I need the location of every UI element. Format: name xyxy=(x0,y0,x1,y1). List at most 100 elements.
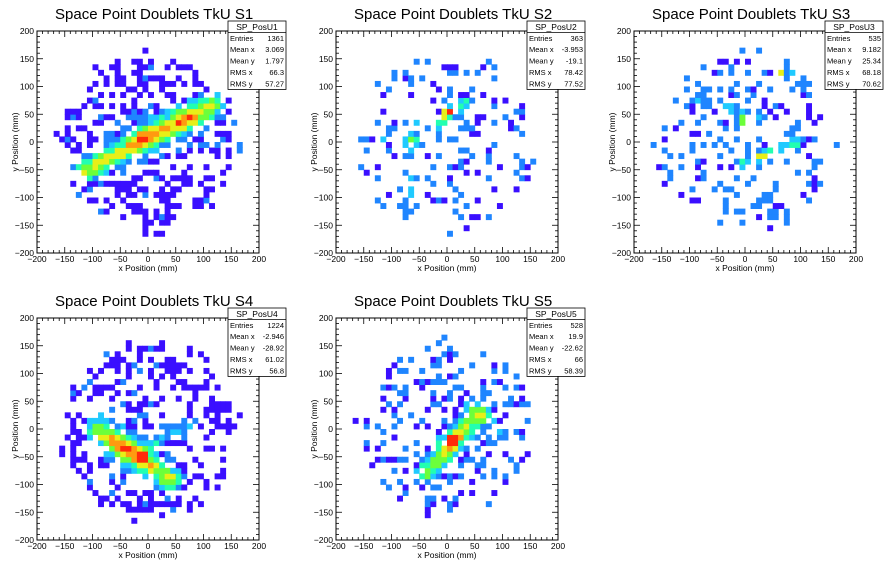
heatmap-bin xyxy=(114,130,121,137)
heatmap-bin xyxy=(142,158,149,165)
heatmap-bin xyxy=(513,467,520,474)
heatmap-bin xyxy=(170,362,177,369)
heatmap-bin xyxy=(131,434,138,441)
heatmap-bin xyxy=(214,484,221,491)
stats-name: SP_PosU2 xyxy=(535,22,577,32)
heatmap-bin xyxy=(103,351,110,358)
heatmap-bin xyxy=(463,69,470,76)
heatmap-bin xyxy=(722,125,729,132)
heatmap-bin xyxy=(92,136,99,143)
heatmap-bin xyxy=(153,119,160,126)
heatmap-bin xyxy=(722,58,729,65)
stats-value: 1224 xyxy=(267,321,284,330)
heatmap-bin xyxy=(441,423,448,430)
x-tick-label: −200 xyxy=(27,254,46,264)
heatmap-bin xyxy=(81,434,88,441)
heatmap-bin xyxy=(452,451,459,458)
heatmap-bin xyxy=(81,153,88,160)
heatmap-bin xyxy=(109,456,116,463)
stats-label: Mean x xyxy=(529,45,554,54)
heatmap-bin xyxy=(114,58,121,65)
heatmap-bin xyxy=(435,451,442,458)
heatmap-bin xyxy=(385,373,392,380)
heatmap-bin xyxy=(717,153,724,160)
heatmap-bin xyxy=(783,158,790,165)
heatmap-bin xyxy=(142,108,149,115)
heatmap-bin xyxy=(474,130,481,137)
heatmap-bin xyxy=(203,186,210,193)
plot-title: Space Point Doublets TkU S1 xyxy=(55,6,253,23)
stats-value: 77.52 xyxy=(564,79,583,88)
heatmap-bin xyxy=(435,445,442,452)
heatmap-bin xyxy=(197,97,204,104)
heatmap-bin xyxy=(131,490,138,496)
heatmap-bin xyxy=(474,417,481,424)
y-tick-label: −100 xyxy=(612,193,631,203)
heatmap-bin xyxy=(458,114,465,121)
heatmap-bin xyxy=(811,164,818,171)
heatmap-bin xyxy=(197,423,204,430)
heatmap-bin xyxy=(98,440,104,447)
heatmap-bin xyxy=(109,130,116,137)
heatmap-bin xyxy=(363,445,370,452)
y-tick-label: −200 xyxy=(314,535,333,545)
heatmap-bin xyxy=(109,142,116,148)
heatmap-bin xyxy=(192,417,199,424)
y-tick-label: 150 xyxy=(20,341,34,351)
heatmap-bin xyxy=(164,125,171,132)
heatmap-bin xyxy=(667,153,674,160)
heatmap-bin xyxy=(164,108,171,115)
heatmap-bin xyxy=(419,417,426,424)
heatmap-bin xyxy=(419,367,426,374)
heatmap-bin xyxy=(430,467,437,474)
heatmap-bin xyxy=(181,114,188,121)
heatmap-bin xyxy=(800,191,807,198)
heatmap-bin xyxy=(142,490,149,496)
heatmap-bin xyxy=(441,351,448,358)
heatmap-bin xyxy=(756,119,763,126)
heatmap-bin xyxy=(419,75,426,82)
heatmap-bin xyxy=(485,423,492,430)
heatmap-bin xyxy=(391,434,398,441)
heatmap-bin xyxy=(402,153,409,160)
heatmap-bin xyxy=(192,136,199,143)
heatmap-bin xyxy=(441,473,448,480)
heatmap-bin xyxy=(413,462,420,469)
heatmap-bin xyxy=(794,80,801,87)
heatmap-bin xyxy=(120,136,127,143)
y-tick-label: 150 xyxy=(617,54,631,64)
heatmap-bin xyxy=(125,456,132,463)
stats-value: 528 xyxy=(570,321,583,330)
heatmap-bin xyxy=(92,417,99,424)
heatmap-bin xyxy=(86,197,93,204)
heatmap-bin xyxy=(385,130,392,137)
heatmap-bin xyxy=(120,462,127,469)
heatmap-bin xyxy=(385,484,392,491)
heatmap-bin xyxy=(778,147,785,154)
heatmap-bin xyxy=(794,119,801,126)
x-tick-label: −150 xyxy=(55,541,74,551)
heatmap-bin xyxy=(114,69,121,76)
heatmap-bin xyxy=(131,423,138,430)
heatmap-bin xyxy=(385,125,392,132)
heatmap-bin xyxy=(175,495,182,502)
y-tick-label: 0 xyxy=(626,137,631,147)
heatmap-bin xyxy=(181,153,188,160)
heatmap-bin xyxy=(81,125,88,132)
heatmap-bin xyxy=(153,114,160,121)
heatmap-bin xyxy=(103,153,110,160)
heatmap-bin xyxy=(98,390,104,397)
heatmap-bin xyxy=(413,440,420,447)
heatmap-bin xyxy=(447,64,453,71)
heatmap-bin xyxy=(369,462,376,469)
heatmap-bin xyxy=(430,484,437,491)
y-tick-label: −50 xyxy=(319,165,334,175)
heatmap-bin xyxy=(98,114,104,121)
heatmap-bin xyxy=(148,456,154,463)
y-tick-label: −200 xyxy=(612,248,631,258)
heatmap-bin xyxy=(209,395,215,402)
heatmap-bin xyxy=(469,97,476,104)
heatmap-bin xyxy=(142,230,149,237)
heatmap-bin xyxy=(175,75,182,82)
